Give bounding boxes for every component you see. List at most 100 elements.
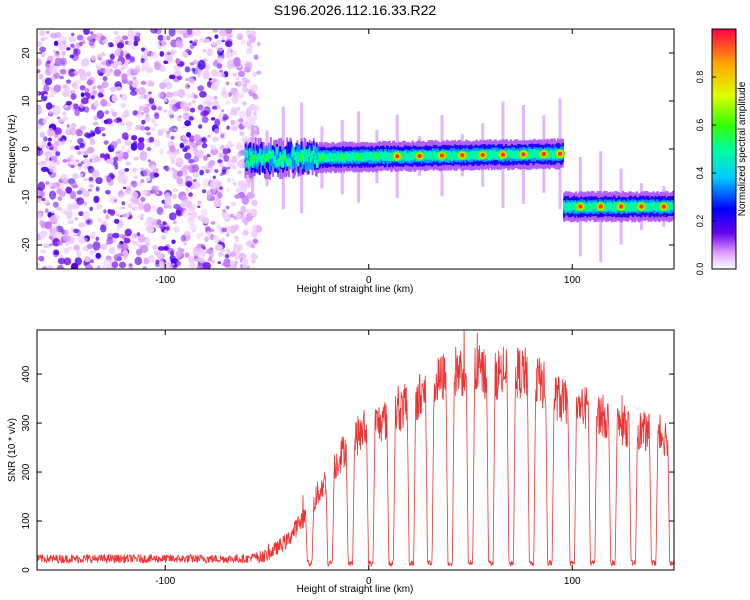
band-cell xyxy=(311,157,314,171)
noise-blob xyxy=(251,199,258,207)
band-cell xyxy=(347,153,350,161)
noise-blob xyxy=(144,116,151,122)
band-cell xyxy=(308,147,311,156)
noise-blob xyxy=(48,92,55,98)
band-cell xyxy=(467,152,470,161)
noise-blob xyxy=(164,165,170,172)
noise-blob xyxy=(101,81,109,88)
noise-blob xyxy=(80,59,89,67)
band-cell xyxy=(245,149,248,162)
noise-blob xyxy=(253,54,259,60)
band-cell xyxy=(353,153,356,161)
band-cell xyxy=(407,152,410,161)
band-cell xyxy=(386,152,388,160)
noise-blob xyxy=(165,35,171,41)
band-cell xyxy=(297,148,300,162)
noise-blob xyxy=(216,50,221,54)
noise-blob xyxy=(104,110,110,115)
noise-blob xyxy=(38,29,46,37)
noise-blob xyxy=(185,180,193,187)
noise-blob xyxy=(89,259,95,264)
band-cell xyxy=(627,203,629,212)
noise-blob xyxy=(62,111,67,117)
band-cell xyxy=(633,204,636,212)
band-cell xyxy=(250,153,253,173)
noise-blob xyxy=(96,203,103,210)
band-cell xyxy=(276,147,278,155)
noise-blob xyxy=(71,82,77,88)
noise-blob xyxy=(167,248,175,254)
noise-blob xyxy=(249,30,257,37)
band-cell xyxy=(297,158,300,167)
band-cell xyxy=(491,150,494,158)
band-cell xyxy=(604,203,607,212)
band-cell xyxy=(303,146,306,155)
band-cell xyxy=(309,156,312,170)
colorbar-tick-label: 0.6 xyxy=(695,119,705,132)
noise-blob xyxy=(221,109,225,113)
noise-blob xyxy=(67,219,74,225)
noise-blob xyxy=(230,119,236,126)
noise-blob xyxy=(250,243,255,249)
noise-blob xyxy=(221,237,226,243)
band-peak xyxy=(249,154,256,163)
noise-blob xyxy=(79,173,84,178)
noise-blob xyxy=(90,95,94,99)
noise-blob xyxy=(88,188,92,192)
noise-blob xyxy=(86,220,91,224)
noise-blob xyxy=(136,232,141,237)
noise-blob xyxy=(54,127,62,136)
noise-blob xyxy=(77,163,83,167)
noise-blob xyxy=(85,264,93,269)
noise-blob xyxy=(209,169,213,173)
noise-blob xyxy=(117,169,126,177)
band-cell xyxy=(295,156,298,164)
noise-blob xyxy=(37,146,41,155)
noise-blob xyxy=(46,30,50,34)
noise-blob xyxy=(127,40,133,46)
noise-blob xyxy=(224,100,231,105)
band-cell xyxy=(389,153,391,161)
noise-blob xyxy=(202,70,211,80)
noise-blob xyxy=(164,195,172,206)
noise-blob xyxy=(166,131,170,135)
noise-blob xyxy=(100,224,107,233)
noise-blob xyxy=(83,29,90,35)
y-tick-label: 100 xyxy=(21,512,32,529)
noise-blob xyxy=(189,62,195,66)
noise-blob xyxy=(131,135,138,141)
noise-blob xyxy=(193,94,198,99)
noise-blob xyxy=(47,265,53,269)
band-cell xyxy=(327,153,329,161)
band-cell xyxy=(635,204,638,212)
noise-blob xyxy=(199,37,205,43)
noise-blob xyxy=(196,149,204,159)
noise-blob xyxy=(57,137,64,142)
noise-blob xyxy=(123,186,127,190)
noise-blob xyxy=(202,178,210,188)
band-cell xyxy=(553,150,556,159)
noise-blob xyxy=(132,167,137,173)
noise-blob xyxy=(243,66,251,73)
band-cell xyxy=(292,147,295,156)
band-peak xyxy=(460,153,465,158)
band-cell xyxy=(626,202,628,210)
band-cell xyxy=(260,149,263,162)
band-cell xyxy=(534,149,537,158)
noise-blob xyxy=(49,165,55,173)
band-cell xyxy=(368,152,371,161)
band-cell xyxy=(409,151,412,160)
noise-blob xyxy=(67,246,73,251)
noise-blob xyxy=(182,200,187,205)
noise-blob xyxy=(231,87,239,97)
band-peak xyxy=(339,153,346,161)
noise-blob xyxy=(113,118,118,123)
band-cell xyxy=(274,155,276,164)
band-cell xyxy=(310,153,313,161)
noise-blob xyxy=(200,110,208,117)
noise-blob xyxy=(214,118,221,127)
noise-blob xyxy=(175,250,182,259)
noise-blob xyxy=(121,132,129,140)
